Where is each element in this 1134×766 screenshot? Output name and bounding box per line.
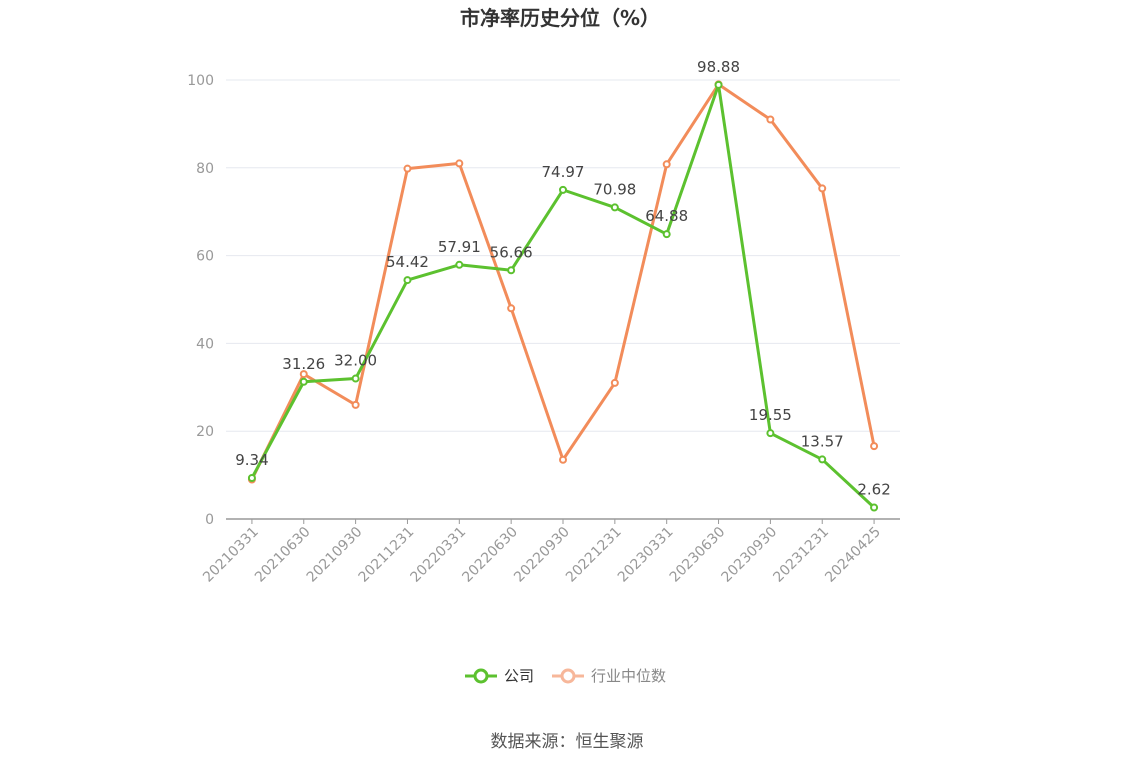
company-data-label: 57.91 <box>438 238 481 256</box>
x-tick-label: 20230930 <box>719 524 781 586</box>
x-tick-label: 20210930 <box>304 524 366 586</box>
company-data-label: 31.26 <box>282 355 325 373</box>
company-point[interactable] <box>455 260 464 269</box>
industry-median-point[interactable] <box>455 159 464 168</box>
legend-item-industry-median[interactable]: 行业中位数 <box>552 667 666 685</box>
x-tick-label: 20221231 <box>563 524 625 586</box>
x-axis: 2021033120210630202109302021123120220331… <box>200 518 900 586</box>
industry-median-point[interactable] <box>766 115 775 124</box>
company-point[interactable] <box>247 473 256 482</box>
company-point[interactable] <box>299 377 308 386</box>
grid-lines <box>226 79 900 432</box>
company-point[interactable] <box>766 429 775 438</box>
company-point[interactable] <box>351 374 360 383</box>
legend[interactable]: 公司 行业中位数 <box>465 667 666 685</box>
x-tick-label: 20220331 <box>408 524 470 586</box>
x-tick-label: 20230331 <box>615 524 677 586</box>
x-tick-label: 20240425 <box>822 524 884 586</box>
x-tick-label: 20220930 <box>511 524 573 586</box>
x-tick-label: 20211231 <box>356 524 418 586</box>
company-point[interactable] <box>662 230 671 239</box>
legend-label: 公司 <box>504 667 534 685</box>
legend-circle-icon <box>473 668 489 684</box>
legend-item-company[interactable]: 公司 <box>465 667 534 685</box>
company-point[interactable] <box>870 503 879 512</box>
legend-circle-icon <box>560 668 576 684</box>
industry-median-point[interactable] <box>870 442 879 451</box>
company-data-label: 19.55 <box>749 406 792 424</box>
company-point[interactable] <box>610 203 619 212</box>
company-data-label: 32.00 <box>334 352 377 370</box>
y-tick-label: 80 <box>196 161 214 177</box>
company-data-label: 13.57 <box>801 432 844 450</box>
industry-median-point[interactable] <box>818 184 827 193</box>
company-data-label: 56.66 <box>490 243 533 261</box>
industry-median-point[interactable] <box>610 378 619 387</box>
company-point[interactable] <box>507 266 516 275</box>
source-text: 数据来源：恒生聚源 <box>491 732 644 752</box>
data-labels: 9.34 31.26 32.00 54.42 57.91 56.66 74.97 70.98 6… <box>235 58 891 499</box>
series-layer <box>247 80 879 512</box>
industry-median-point[interactable] <box>662 160 671 169</box>
company-point[interactable] <box>714 80 723 89</box>
industry-median-point[interactable] <box>507 304 516 313</box>
company-point[interactable] <box>818 455 827 464</box>
x-tick-label: 20231231 <box>770 524 832 586</box>
company-point[interactable] <box>559 185 567 194</box>
company-data-label: 64.88 <box>645 207 688 225</box>
y-axis-ticks: 0 20 40 60 80 100 <box>187 73 214 528</box>
y-tick-label: 60 <box>196 249 214 265</box>
x-tick-label: 20220630 <box>459 524 521 586</box>
y-tick-label: 20 <box>196 424 214 440</box>
industry-median-point[interactable] <box>403 164 412 173</box>
x-tick-label: 20210630 <box>252 524 314 586</box>
company-point[interactable] <box>403 276 412 285</box>
y-tick-label: 0 <box>205 512 214 528</box>
company-data-label: 74.97 <box>542 163 585 181</box>
y-tick-label: 100 <box>187 73 214 89</box>
series-company-line <box>250 83 876 509</box>
y-tick-label: 40 <box>196 336 214 352</box>
industry-median-point[interactable] <box>299 370 308 379</box>
x-tick-label: 20230630 <box>667 524 729 586</box>
legend-label: 行业中位数 <box>591 667 666 685</box>
company-data-label: 70.98 <box>593 180 636 198</box>
chart-title: 市净率历史分位（%） <box>460 6 660 30</box>
company-data-label: 2.62 <box>857 480 890 498</box>
company-data-label: 98.88 <box>697 58 740 76</box>
industry-median-point[interactable] <box>559 455 567 464</box>
industry-median-point[interactable] <box>351 400 360 409</box>
x-tick-label: 20210331 <box>200 524 262 586</box>
company-data-label: 54.42 <box>386 253 429 271</box>
company-data-label: 9.34 <box>235 451 268 469</box>
